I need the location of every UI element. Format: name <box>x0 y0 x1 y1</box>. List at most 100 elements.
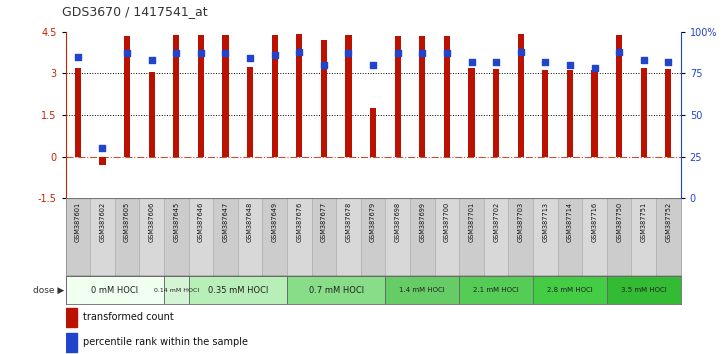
Text: GSM387716: GSM387716 <box>592 202 598 242</box>
Bar <box>665 69 671 156</box>
Text: GSM387698: GSM387698 <box>395 202 400 242</box>
Text: transformed count: transformed count <box>83 312 173 322</box>
Point <box>220 51 232 56</box>
Bar <box>149 72 155 156</box>
Text: 0.14 mM HOCl: 0.14 mM HOCl <box>154 288 199 293</box>
Bar <box>164 198 189 276</box>
Bar <box>66 276 164 304</box>
Bar <box>493 69 499 156</box>
Point <box>245 56 256 61</box>
Bar <box>410 198 435 276</box>
Bar <box>631 198 656 276</box>
Bar <box>444 36 450 156</box>
Text: 1.4 mM HOCl: 1.4 mM HOCl <box>400 287 446 293</box>
Bar <box>558 198 582 276</box>
Bar <box>312 198 336 276</box>
Bar <box>238 198 262 276</box>
Bar <box>198 35 204 156</box>
Bar <box>508 198 533 276</box>
Bar <box>262 198 287 276</box>
Text: GSM387606: GSM387606 <box>149 202 154 242</box>
Bar <box>66 308 76 327</box>
Point <box>269 52 280 58</box>
Bar <box>468 68 475 156</box>
Text: 0.7 mM HOCl: 0.7 mM HOCl <box>309 286 364 295</box>
Bar <box>591 70 598 156</box>
Bar <box>296 34 302 156</box>
Bar <box>607 198 631 276</box>
Text: GSM387699: GSM387699 <box>419 202 425 242</box>
Text: GSM387701: GSM387701 <box>469 202 475 242</box>
Text: GSM387713: GSM387713 <box>542 202 548 242</box>
Text: 2.8 mM HOCl: 2.8 mM HOCl <box>547 287 593 293</box>
Bar <box>459 198 484 276</box>
Point <box>491 59 502 65</box>
Bar <box>336 198 361 276</box>
Point <box>441 51 453 56</box>
Text: 3.5 mM HOCl: 3.5 mM HOCl <box>621 287 667 293</box>
Point <box>638 57 649 63</box>
Bar <box>582 198 607 276</box>
Point <box>662 59 674 65</box>
Bar <box>370 108 376 156</box>
Text: GSM387700: GSM387700 <box>444 202 450 242</box>
Point <box>614 49 625 55</box>
Point <box>121 51 133 56</box>
Text: GDS3670 / 1417541_at: GDS3670 / 1417541_at <box>62 5 207 18</box>
Text: GSM387647: GSM387647 <box>223 202 229 242</box>
Bar <box>567 70 573 156</box>
Bar <box>533 276 607 304</box>
Point <box>539 59 551 65</box>
Bar <box>533 198 558 276</box>
Point <box>416 51 428 56</box>
Bar <box>542 70 548 156</box>
Text: GSM387648: GSM387648 <box>247 202 253 242</box>
Bar <box>124 36 130 156</box>
Bar <box>607 276 681 304</box>
Text: GSM387601: GSM387601 <box>75 202 81 242</box>
Bar <box>139 198 164 276</box>
Bar <box>99 156 106 165</box>
Text: GSM387678: GSM387678 <box>346 202 352 242</box>
Text: GSM387703: GSM387703 <box>518 202 523 242</box>
Text: GSM387679: GSM387679 <box>370 202 376 242</box>
Bar <box>419 36 425 156</box>
Bar <box>435 198 459 276</box>
Point <box>72 54 84 59</box>
Text: GSM387602: GSM387602 <box>100 202 106 242</box>
Bar <box>213 198 238 276</box>
Text: 2.1 mM HOCl: 2.1 mM HOCl <box>473 287 519 293</box>
Bar <box>287 276 385 304</box>
Point <box>343 51 355 56</box>
Text: GSM387645: GSM387645 <box>173 202 179 242</box>
Text: percentile rank within the sample: percentile rank within the sample <box>83 337 248 347</box>
Bar <box>616 35 622 156</box>
Text: GSM387649: GSM387649 <box>272 202 277 242</box>
Text: GSM387752: GSM387752 <box>665 202 671 242</box>
Bar <box>164 276 189 304</box>
Text: GSM387677: GSM387677 <box>321 202 327 242</box>
Text: dose ▶: dose ▶ <box>33 286 64 295</box>
Bar <box>385 198 410 276</box>
Bar <box>189 198 213 276</box>
Point <box>368 62 379 68</box>
Point <box>293 49 305 55</box>
Point <box>318 62 330 68</box>
Bar <box>75 68 81 156</box>
Bar <box>321 40 327 156</box>
Bar <box>484 198 508 276</box>
Point <box>195 51 207 56</box>
Bar <box>189 276 287 304</box>
Text: GSM387751: GSM387751 <box>641 202 646 242</box>
Bar <box>247 67 253 156</box>
Bar <box>66 198 90 276</box>
Bar <box>361 198 385 276</box>
Bar <box>641 68 647 156</box>
Point <box>392 51 403 56</box>
Text: 0.35 mM HOCl: 0.35 mM HOCl <box>207 286 268 295</box>
Bar <box>345 35 352 156</box>
Point <box>97 145 108 151</box>
Text: GSM387750: GSM387750 <box>616 202 622 242</box>
Point <box>466 59 478 65</box>
Point <box>170 51 182 56</box>
